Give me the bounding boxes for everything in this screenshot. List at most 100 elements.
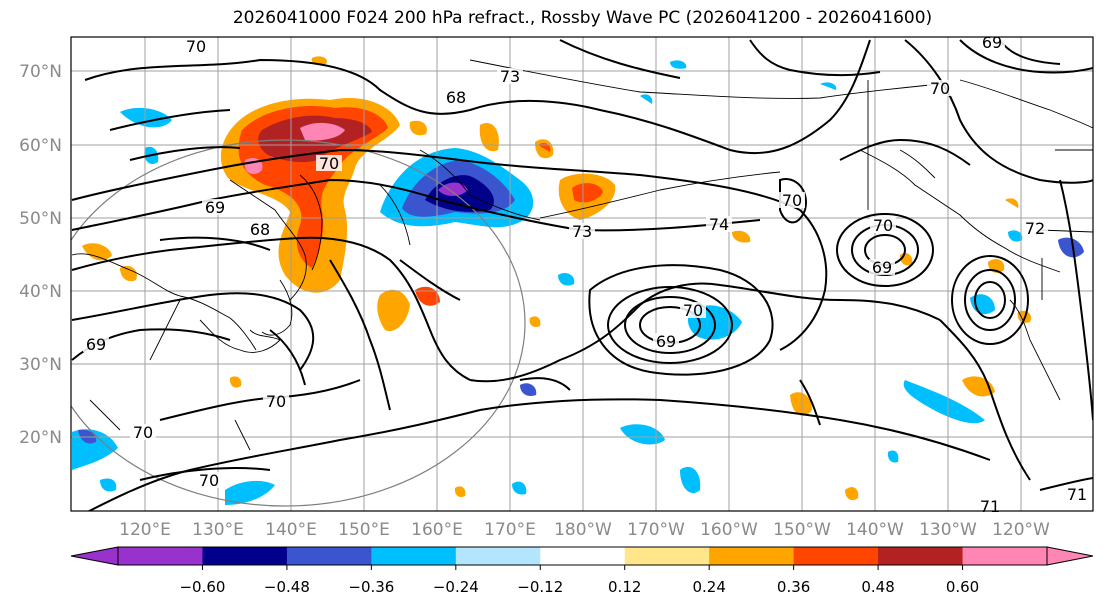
colorbar-tick-label: −0.12	[517, 578, 563, 596]
colorbar-segment	[962, 547, 1048, 565]
colorbar-tick-label: −0.36	[348, 578, 394, 596]
negative-anomaly-patch	[520, 383, 537, 396]
latitude-label: 70°N	[19, 62, 62, 82]
longitude-label: 170°E	[484, 520, 536, 540]
negative-anomaly-patch	[820, 82, 837, 90]
positive-anomaly-patch	[82, 243, 112, 261]
latitude-label: 50°N	[19, 209, 62, 229]
contour-label-bg	[779, 192, 805, 208]
contour-label: 70	[782, 191, 802, 210]
longitude-label: 140°W	[846, 520, 904, 540]
colorbar-segment	[878, 547, 964, 565]
contour-label-bg	[497, 68, 523, 84]
contour-label-bg	[1064, 486, 1090, 502]
positive-anomaly-patch	[377, 289, 410, 332]
contour-label-bg	[1022, 220, 1048, 236]
contour-label: 70	[199, 471, 219, 490]
contour-label: 69	[86, 335, 106, 354]
latitude-label: 60°N	[19, 136, 62, 156]
coastlines	[71, 59, 1093, 451]
colorbar-tick-label: −0.24	[433, 578, 479, 596]
contour-label-bg	[977, 498, 1003, 514]
longitude-label: 150°W	[773, 520, 831, 540]
contour-label-bg	[653, 333, 679, 349]
colorbar-tick-label: −0.48	[264, 578, 310, 596]
colorbar-outline	[117, 546, 1048, 566]
longitude-label: 120°W	[992, 520, 1050, 540]
positive-anomaly-patch	[790, 392, 812, 416]
contour-label-bg	[927, 80, 953, 96]
negative-anomaly-patch	[887, 450, 899, 463]
negative-anomaly-patch	[640, 94, 653, 104]
longitude-label: 150°E	[338, 520, 390, 540]
colorbar-extend-right	[1046, 546, 1094, 566]
contour-label: 70	[873, 216, 893, 235]
positive-anomaly-patch	[535, 139, 554, 159]
positive-anomaly-patch	[732, 230, 751, 243]
contour-label-bg	[263, 393, 289, 409]
colorbar-segment	[793, 547, 879, 565]
contour-label-bg	[130, 424, 156, 440]
colorbar-tick-label: 0.60	[946, 578, 979, 596]
latitude-labels: 70°N 60°N 50°N 40°N 30°N 20°N	[19, 62, 62, 448]
map-title: 2026041000 F024 200 hPa refract., Rossby…	[232, 8, 933, 28]
positive-anomaly-patch	[962, 376, 995, 397]
longitude-labels: 120°E 130°E 140°E 150°E 160°E 170°E 180°W 170°W…	[119, 520, 1050, 540]
positive-anomaly-patch	[409, 120, 427, 136]
longitude-label: 130°W	[919, 520, 977, 540]
colorbar-segment	[540, 547, 626, 565]
contour-label: 69	[982, 33, 1002, 52]
contour-label: 72	[1025, 219, 1045, 238]
negative-anomaly-patch	[903, 380, 985, 424]
contour-label-bg	[183, 38, 209, 54]
negative-anomaly-patch	[512, 481, 527, 495]
colorbar-segment	[202, 547, 288, 565]
contour-label-bg	[979, 34, 1005, 50]
contour-labels: 70 68 70 69 68 69 70 70 70 73 73 74 70 69 70 69 70 70 71 71…	[83, 33, 1090, 516]
colorbar-segment	[455, 547, 541, 565]
colorbar-segment	[286, 547, 372, 565]
negative-anomaly-patch	[120, 107, 172, 128]
positive-anomaly-patch	[415, 286, 440, 306]
positive-anomaly-patch	[454, 486, 466, 498]
positive-anomaly-patch	[845, 487, 859, 501]
contour-label: 71	[980, 497, 1000, 516]
contour-label: 70	[133, 423, 153, 442]
contour-label-bg	[569, 223, 595, 239]
contour-label: 69	[872, 258, 892, 277]
map-frame	[70, 36, 1094, 512]
contour-label: 71	[1067, 485, 1087, 504]
longitude-label: 180°W	[554, 520, 612, 540]
latitude-label: 30°N	[19, 355, 62, 375]
contour-label: 70	[683, 301, 703, 320]
negative-anomaly-peak	[438, 182, 468, 196]
negative-anomaly-patch	[100, 478, 117, 492]
longitude-label: 160°W	[700, 520, 758, 540]
contour-label-bg	[196, 472, 222, 488]
contour-label: 69	[656, 332, 676, 351]
shaded-anomalies	[72, 56, 1084, 505]
contour-label-bg	[247, 221, 273, 237]
latitude-label: 20°N	[19, 428, 62, 448]
contour-label: 73	[500, 67, 520, 86]
longitude-label: 130°E	[192, 520, 244, 540]
contour-label: 70	[319, 154, 339, 173]
colorbar-segment	[709, 547, 795, 565]
negative-anomaly-patch	[225, 480, 275, 505]
positive-anomaly-patch	[479, 122, 499, 152]
positive-anomaly-patch	[229, 376, 242, 388]
positive-anomaly-patch	[1005, 198, 1019, 208]
colorbar-tick-label: −0.60	[179, 578, 225, 596]
negative-anomaly-patch	[970, 294, 995, 315]
contour-label-bg	[869, 259, 895, 275]
contour-label-bg	[202, 199, 228, 215]
contour-label-bg	[443, 89, 469, 105]
positive-anomaly-patch	[572, 183, 603, 203]
positive-anomaly-patch	[120, 265, 137, 282]
contour-label: 70	[266, 392, 286, 411]
colorbar-tick-label: 0.36	[777, 578, 810, 596]
contour-label-bg	[83, 336, 109, 352]
positive-anomaly-patch	[529, 316, 541, 328]
colorbar-segment	[118, 547, 203, 565]
